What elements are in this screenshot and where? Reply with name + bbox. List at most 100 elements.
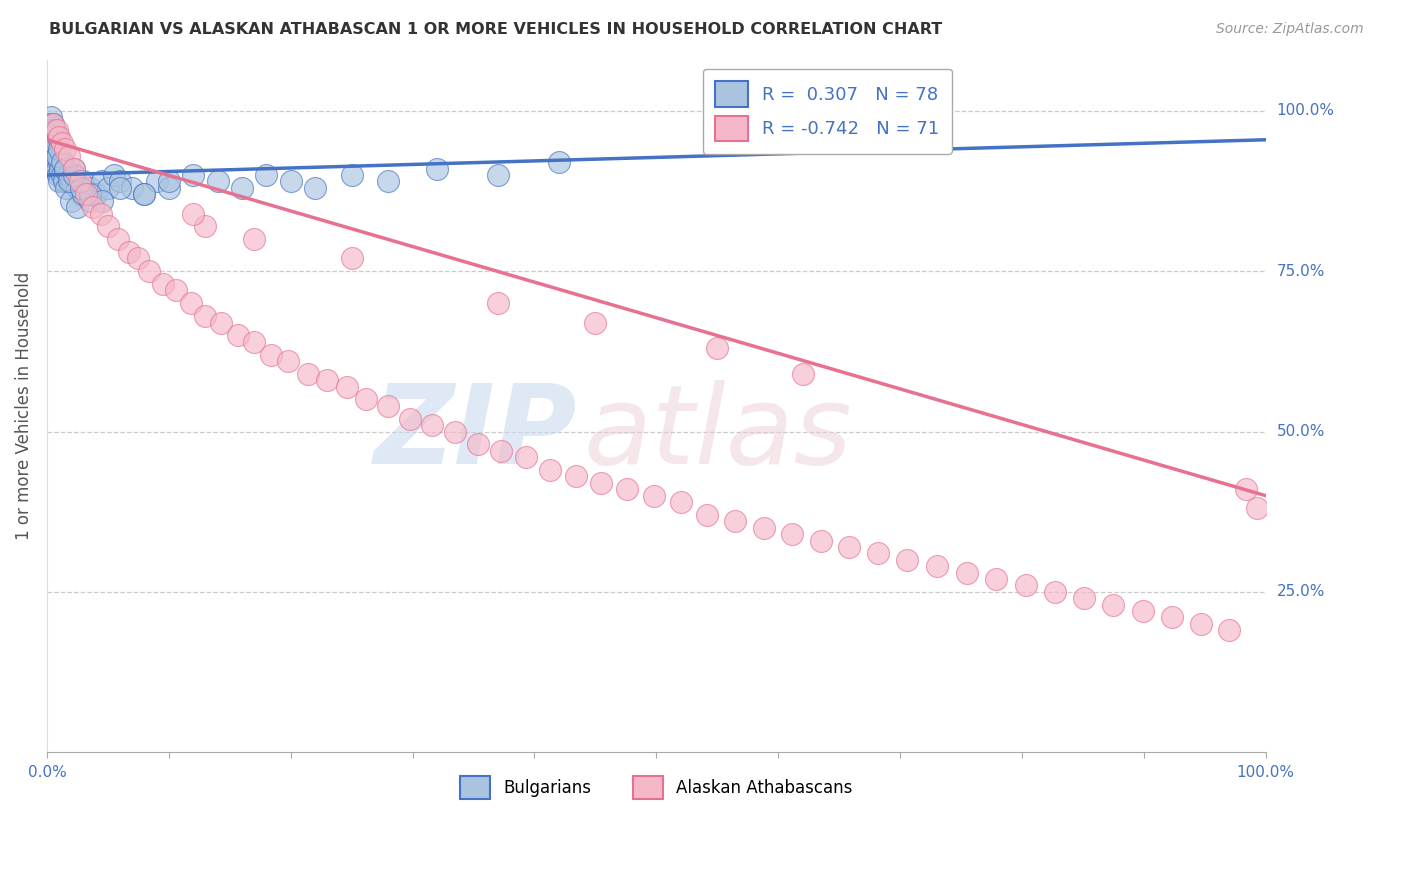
Point: [868, 546, 890, 560]
Point: [55, 181, 77, 195]
Point: [1160, 610, 1182, 624]
Point: [194, 309, 217, 323]
Point: [41, 117, 63, 131]
Text: 50.0%: 50.0%: [1277, 424, 1324, 439]
Legend: Bulgarians, Alaskan Athabascans: Bulgarians, Alaskan Athabascans: [453, 769, 859, 806]
Point: [66, 181, 89, 195]
Point: [643, 489, 665, 503]
Point: [669, 495, 692, 509]
Point: [69, 174, 91, 188]
Point: [41, 129, 63, 144]
Point: [231, 181, 253, 195]
Point: [565, 469, 588, 483]
Point: [58, 168, 80, 182]
Point: [108, 174, 131, 188]
Point: [44, 149, 66, 163]
Point: [79, 181, 101, 195]
Point: [62, 168, 84, 182]
Point: [138, 264, 160, 278]
Point: [45, 142, 67, 156]
Point: [79, 194, 101, 208]
Point: [491, 443, 513, 458]
Point: [44, 136, 66, 150]
Point: [583, 316, 606, 330]
Point: [42, 123, 65, 137]
Point: [538, 463, 561, 477]
Point: [37, 117, 59, 131]
Point: [209, 316, 232, 330]
Point: [52, 174, 75, 188]
Point: [97, 181, 120, 195]
Point: [58, 149, 80, 163]
Point: [41, 136, 63, 150]
Point: [117, 244, 139, 259]
Point: [260, 348, 283, 362]
Text: 75.0%: 75.0%: [1277, 264, 1324, 278]
Point: [316, 373, 339, 387]
Point: [72, 187, 94, 202]
Point: [1014, 578, 1036, 592]
Point: [616, 482, 638, 496]
Text: BULGARIAN VS ALASKAN ATHABASCAN 1 OR MORE VEHICLES IN HOUSEHOLD CORRELATION CHAR: BULGARIAN VS ALASKAN ATHABASCAN 1 OR MOR…: [49, 22, 942, 37]
Point: [82, 200, 104, 214]
Point: [515, 450, 537, 465]
Point: [486, 168, 509, 182]
Text: Source: ZipAtlas.com: Source: ZipAtlas.com: [1216, 22, 1364, 37]
Point: [1246, 501, 1268, 516]
Point: [66, 200, 89, 214]
Point: [42, 117, 65, 131]
Point: [165, 284, 187, 298]
Point: [62, 161, 84, 176]
Point: [108, 181, 131, 195]
Point: [127, 252, 149, 266]
Point: [72, 174, 94, 188]
Point: [90, 174, 112, 188]
Point: [39, 123, 62, 137]
Point: [90, 194, 112, 208]
Point: [41, 149, 63, 163]
Point: [752, 521, 775, 535]
Point: [181, 206, 204, 220]
Point: [39, 129, 62, 144]
Point: [467, 437, 489, 451]
Point: [706, 341, 728, 355]
Point: [254, 168, 277, 182]
Point: [426, 161, 449, 176]
Text: atlas: atlas: [583, 380, 852, 487]
Point: [84, 187, 107, 202]
Point: [51, 136, 73, 150]
Point: [53, 142, 76, 156]
Point: [1218, 624, 1240, 638]
Text: 25.0%: 25.0%: [1277, 584, 1324, 599]
Point: [399, 411, 422, 425]
Point: [180, 296, 202, 310]
Point: [51, 168, 73, 182]
Point: [44, 129, 66, 144]
Point: [194, 219, 217, 234]
Point: [53, 161, 76, 176]
Point: [103, 168, 125, 182]
Point: [226, 328, 249, 343]
Point: [46, 168, 69, 182]
Point: [486, 296, 509, 310]
Point: [134, 187, 156, 202]
Point: [377, 399, 399, 413]
Point: [45, 161, 67, 176]
Point: [207, 174, 229, 188]
Point: [1132, 604, 1154, 618]
Point: [79, 187, 101, 202]
Point: [277, 354, 299, 368]
Point: [696, 508, 718, 522]
Point: [49, 161, 72, 176]
Point: [1073, 591, 1095, 606]
Point: [336, 379, 359, 393]
Point: [46, 149, 69, 163]
Point: [134, 187, 156, 202]
Point: [39, 111, 62, 125]
Point: [145, 174, 167, 188]
Point: [181, 168, 204, 182]
Point: [157, 174, 180, 188]
Point: [297, 367, 319, 381]
Point: [925, 559, 948, 574]
Point: [60, 194, 83, 208]
